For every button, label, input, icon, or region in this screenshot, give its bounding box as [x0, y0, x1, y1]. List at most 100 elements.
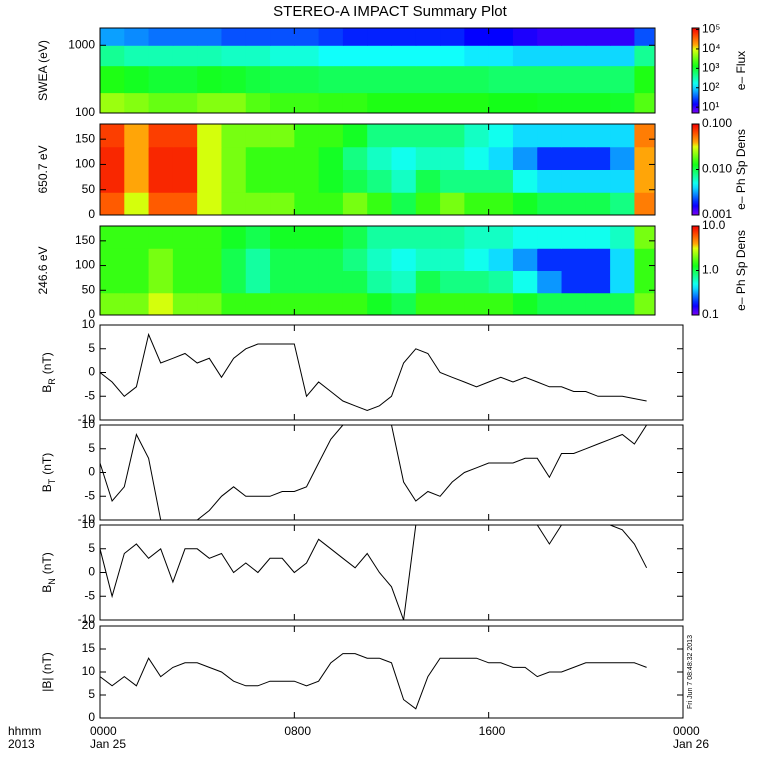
- heat-cell: [415, 28, 441, 46]
- heat-cell: [391, 28, 417, 46]
- heat-cell: [512, 270, 538, 294]
- heat-cell: [440, 28, 465, 46]
- heat-cell: [221, 45, 247, 67]
- panel-frame: [99, 27, 656, 114]
- heat-cell: [391, 248, 417, 271]
- y-tick-label: 5: [88, 687, 95, 701]
- heat-cell: [197, 292, 222, 316]
- heat-cell: [634, 226, 655, 249]
- heat-cell: [148, 28, 174, 46]
- heat-cell: [148, 124, 174, 148]
- heat-cell: [245, 248, 271, 271]
- heat-cell: [294, 248, 320, 271]
- heat-cell: [124, 146, 150, 170]
- heat-cell: [537, 92, 563, 114]
- heat-cell: [391, 92, 417, 114]
- heat-cell: [585, 92, 611, 114]
- heat-cell: [585, 169, 611, 193]
- heat-cell: [245, 124, 271, 148]
- heat-cell: [634, 169, 655, 193]
- colorbar-tick-label: 1.0: [702, 263, 719, 277]
- heat-cell: [245, 226, 271, 249]
- heat-cell: [367, 28, 392, 46]
- panel-frame: [99, 524, 684, 621]
- heat-cell: [270, 169, 295, 193]
- heat-cell: [634, 292, 655, 316]
- heat-cell: [270, 45, 295, 67]
- heat-cell: [367, 192, 392, 216]
- heat-cell: [440, 192, 465, 216]
- heat-cell: [367, 169, 392, 193]
- y-tick-label: 50: [82, 282, 96, 296]
- heat-cell: [537, 124, 563, 148]
- heat-cell: [342, 65, 368, 94]
- heat-cell: [318, 226, 344, 249]
- y-label-sub: N: [47, 578, 57, 585]
- y-axis-label: BN (nT): [40, 552, 57, 593]
- heat-cell: [100, 28, 125, 46]
- y-axis-label: BT (nT): [40, 453, 57, 493]
- heat-cell: [415, 292, 441, 316]
- heat-cell: [172, 270, 198, 294]
- y-label-unit: (nT): [40, 453, 54, 475]
- y-label-text: 650.7 eV: [36, 145, 50, 193]
- colorbar-tick-label: 10²: [702, 80, 719, 94]
- heat-cell: [172, 45, 198, 67]
- heat-cell: [367, 65, 392, 94]
- heat-cell: [634, 270, 655, 294]
- heat-cell: [440, 270, 465, 294]
- y-tick-label: 20: [82, 618, 96, 632]
- heat-cell: [367, 45, 392, 67]
- y-label-text: 246.6 eV: [36, 246, 50, 294]
- heat-cell: [391, 192, 417, 216]
- panel-frame: [99, 123, 656, 216]
- heat-cell: [294, 292, 320, 316]
- colorbar-tick-label: 10⁴: [702, 41, 721, 55]
- heat-cell: [197, 192, 222, 216]
- heat-cell: [100, 292, 125, 316]
- y-tick-label: 5: [88, 341, 95, 355]
- heat-cell: [464, 226, 490, 249]
- heat-cell: [391, 45, 417, 67]
- heat-cell: [342, 248, 368, 271]
- heat-cell: [610, 124, 635, 148]
- heat-cell: [440, 292, 465, 316]
- heat-cell: [342, 169, 368, 193]
- heat-cell: [245, 92, 271, 114]
- heat-cell: [221, 292, 247, 316]
- heat-cell: [342, 226, 368, 249]
- y-label-text: B: [40, 585, 54, 593]
- heat-cell: [270, 270, 295, 294]
- heat-cell: [610, 270, 635, 294]
- heat-cell: [245, 28, 271, 46]
- heat-cell: [488, 248, 514, 271]
- heat-cell: [585, 28, 611, 46]
- heat-cell: [537, 192, 563, 216]
- heat-cell: [415, 146, 441, 170]
- heat-cell: [221, 124, 247, 148]
- y-tick-label: 10: [82, 417, 96, 431]
- heat-cell: [488, 92, 514, 114]
- heat-cell: [440, 146, 465, 170]
- heat-cell: [440, 65, 465, 94]
- heat-cell: [342, 146, 368, 170]
- heat-cell: [464, 292, 490, 316]
- heat-cell: [488, 270, 514, 294]
- heat-cell: [488, 28, 514, 46]
- heat-cell: [294, 65, 320, 94]
- heat-cell: [197, 226, 222, 249]
- heat-cell: [440, 169, 465, 193]
- heat-cell: [561, 292, 587, 316]
- heat-cell: [391, 124, 417, 148]
- heat-cell: [172, 146, 198, 170]
- y-label-unit: (nT): [40, 552, 54, 574]
- heat-cell: [391, 292, 417, 316]
- heat-cell: [172, 28, 198, 46]
- heat-cell: [610, 169, 635, 193]
- panel-frame: [99, 225, 656, 316]
- y-tick-label: 50: [82, 182, 96, 196]
- heat-cell: [415, 124, 441, 148]
- heat-cell: [415, 169, 441, 193]
- heat-cell: [221, 92, 247, 114]
- y-tick-label: 1000: [68, 37, 95, 51]
